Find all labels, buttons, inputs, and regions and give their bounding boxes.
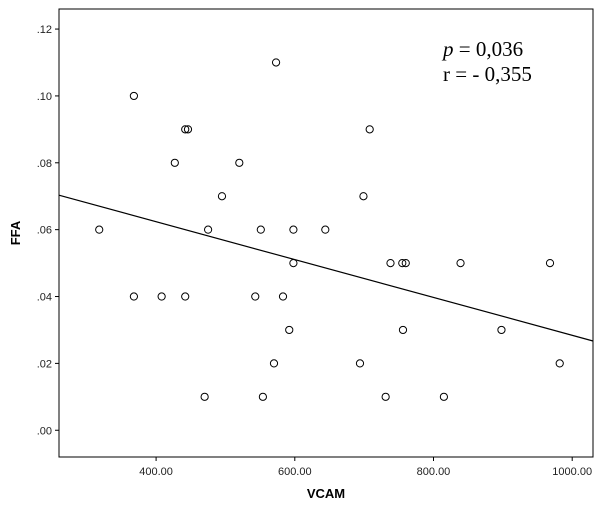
y-tick-label: .10	[37, 91, 52, 103]
y-tick-label: .00	[37, 425, 52, 437]
data-point	[235, 158, 244, 167]
data-point	[181, 292, 190, 301]
data-point	[271, 58, 281, 67]
p-value-text: = 0,036	[454, 37, 524, 61]
data-point	[95, 225, 104, 234]
x-axis-title: VCAM	[307, 486, 345, 501]
data-point	[381, 392, 390, 401]
data-point	[183, 125, 193, 134]
data-point	[200, 392, 209, 401]
y-axis-ticks: .00 .02 .04 .06 .08 .10 .12	[37, 24, 59, 437]
data-point	[181, 125, 190, 134]
data-point	[269, 359, 279, 368]
data-point	[398, 325, 408, 335]
data-point	[355, 359, 365, 368]
y-tick-label: .06	[37, 225, 52, 237]
data-point	[401, 258, 410, 268]
y-tick-label: .04	[37, 292, 52, 304]
x-tick-label: 1000.00	[552, 466, 592, 478]
p-symbol: p	[441, 37, 454, 61]
data-point	[251, 292, 260, 301]
x-axis-ticks: 400.00 600.00 800.00 1000.00	[139, 457, 592, 478]
data-point	[456, 258, 465, 268]
data-point	[365, 125, 374, 134]
data-point	[129, 91, 138, 101]
data-point	[439, 392, 448, 401]
data-point	[258, 392, 267, 401]
data-point	[555, 359, 564, 368]
y-tick-label: .08	[37, 158, 52, 170]
x-tick-label: 800.00	[417, 466, 451, 478]
data-point	[321, 225, 330, 234]
data-point	[289, 258, 298, 268]
y-tick-label: .12	[37, 24, 52, 36]
x-tick-label: 600.00	[278, 466, 312, 478]
data-point	[497, 325, 506, 335]
data-point	[217, 192, 227, 201]
x-tick-label: 400.00	[139, 466, 173, 478]
data-point	[285, 325, 294, 335]
data-point	[157, 292, 166, 301]
data-points	[95, 58, 564, 401]
data-point	[256, 225, 265, 234]
data-point	[278, 292, 288, 301]
y-tick-label: .02	[37, 358, 52, 370]
regression-line	[58, 194, 594, 342]
data-point	[398, 258, 407, 268]
p-value-annotation: p = 0,036	[441, 37, 523, 61]
data-point	[129, 292, 138, 301]
data-point	[170, 158, 179, 167]
data-point	[289, 225, 298, 234]
y-axis-title: FFA	[8, 220, 23, 245]
data-point	[386, 258, 395, 268]
data-point	[545, 258, 555, 268]
r-value-annotation: r = - 0,355	[443, 62, 532, 86]
plot-frame	[58, 8, 594, 458]
data-point	[204, 225, 213, 234]
data-point	[359, 192, 368, 201]
